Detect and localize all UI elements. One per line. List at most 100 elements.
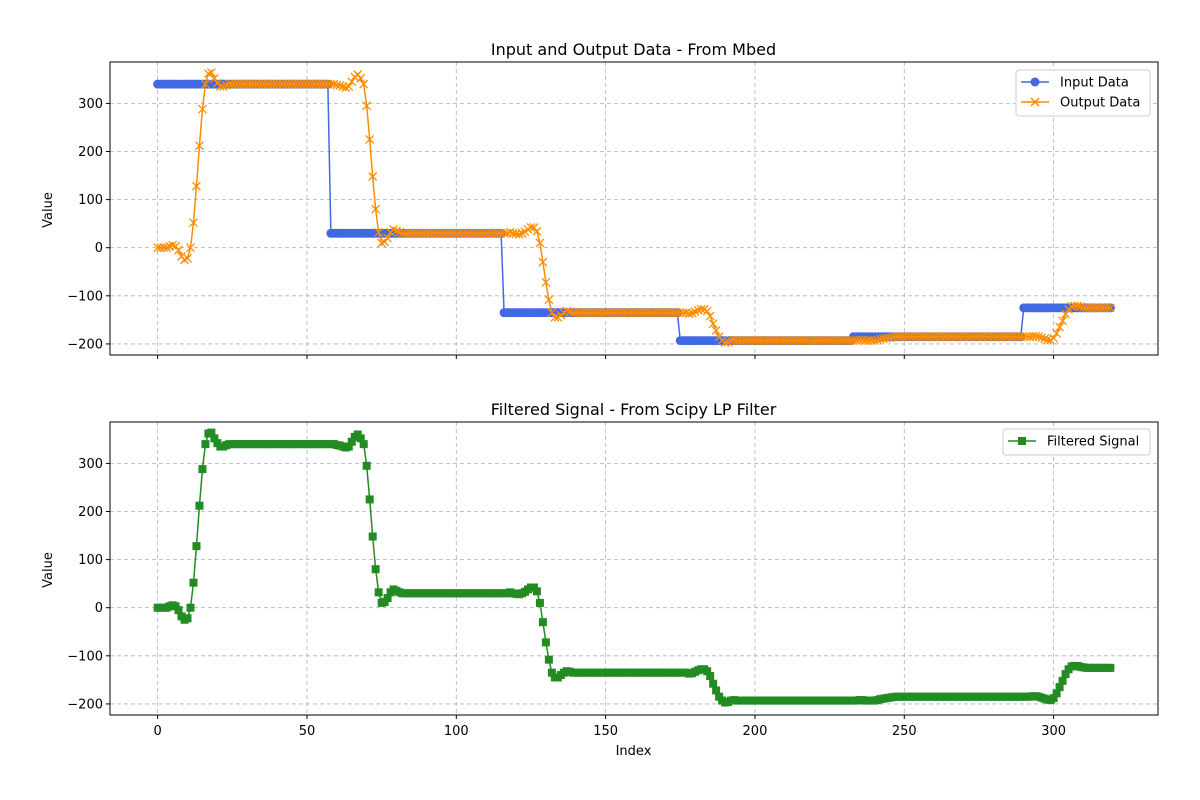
output-data-markers (153, 68, 1115, 347)
output-data-point (365, 135, 375, 144)
output-data-point (532, 226, 542, 236)
filtered-signal-point (541, 638, 550, 647)
output-data-point (168, 240, 178, 250)
output-data-point (174, 245, 184, 255)
y-tick-label: 300 (78, 97, 103, 112)
legend-frame (1015, 69, 1151, 117)
filtered-signal-point (535, 598, 544, 607)
y-tick-label: 300 (78, 457, 103, 472)
axes-frame (109, 61, 1159, 356)
y-tick-label: 200 (78, 145, 103, 160)
filtered-signal-point (198, 465, 207, 474)
legend-label-output: Output Data (1060, 96, 1140, 111)
output-data-point (696, 304, 706, 314)
output-data-point (1034, 332, 1044, 342)
filtered-signal-point (368, 532, 377, 541)
output-data-point (209, 73, 219, 83)
output-data-point (544, 295, 554, 305)
output-data-point (335, 81, 345, 91)
filtered-signal-point (195, 501, 204, 510)
output-data-point (383, 233, 393, 243)
output-data-point (1037, 333, 1047, 343)
output-data-point (1055, 322, 1065, 332)
x-axis-label: Index (616, 744, 652, 759)
legend-marker-output (1030, 97, 1040, 107)
output-data-point (526, 223, 536, 232)
output-data-point (1102, 303, 1112, 313)
chart-title: Input and Output Data - From Mbed (491, 40, 776, 59)
filtered-signal-point (183, 614, 192, 623)
x-tick-label: 50 (299, 724, 316, 739)
output-data-point (708, 319, 718, 329)
output-data-point (1058, 316, 1068, 326)
filtered-signal-point (1049, 694, 1058, 703)
output-data-point (180, 255, 189, 265)
x-tick-label: 200 (743, 724, 768, 739)
output-data-point (702, 306, 712, 316)
filtered-signal-point (365, 495, 374, 504)
filtered-signal-point (547, 668, 556, 677)
x-tick-label: 100 (444, 724, 469, 739)
filtered-signal-point (1106, 663, 1115, 672)
output-data-point (547, 308, 557, 318)
output-data-point (356, 73, 366, 83)
y-tick-label: 100 (78, 553, 103, 568)
filtered-signal-point (174, 606, 183, 615)
filtered-signal-point (371, 565, 380, 574)
filtered-signal-point (189, 578, 198, 587)
filtered-signal-point (532, 587, 541, 596)
y-tick-label: −100 (67, 649, 103, 664)
filtered-signal-point (192, 542, 201, 551)
output-data-point (1052, 328, 1062, 338)
legend-label-filtered: Filtered Signal (1047, 435, 1139, 450)
filtered-signal-point (186, 603, 195, 612)
axes-frame (109, 421, 1159, 716)
output-data-point (197, 104, 207, 114)
filtered-signal-point (359, 440, 368, 449)
filtered-signal-panel: Filtered Signal - From Scipy LP Filter V… (41, 400, 1159, 759)
filtered-signal-point (706, 672, 715, 681)
output-data-point (1061, 309, 1071, 319)
filtered-signal-point (383, 594, 392, 603)
filtered-signal-point (1052, 689, 1061, 698)
y-axis-label: Value (41, 192, 56, 228)
filtered-signal-point (362, 461, 371, 470)
output-data-point (362, 101, 372, 111)
output-data-point (368, 172, 378, 181)
output-data-point (194, 141, 204, 151)
output-data-point (535, 238, 545, 248)
output-data-point (203, 69, 213, 79)
x-tick-label: 250 (892, 724, 917, 739)
input-output-panel: Input and Output Data - From Mbed Value … (41, 40, 1159, 359)
filtered-signal-point (544, 655, 553, 664)
output-data-point (374, 227, 384, 237)
filtered-signal-point (1055, 683, 1064, 692)
output-data-point (192, 181, 201, 191)
x-tick-label: 300 (1041, 724, 1066, 739)
filtered-signal-point (356, 434, 365, 443)
output-data-point (186, 243, 195, 253)
legend-frame (1002, 428, 1151, 456)
filtered-signal-point (201, 440, 210, 449)
output-data-point (1049, 333, 1059, 343)
plot-area (153, 428, 1115, 707)
y-tick-label: −200 (67, 337, 103, 352)
filtered-signal-point (709, 679, 718, 688)
output-data-point (344, 82, 354, 91)
x-tick-label: 0 (153, 724, 161, 739)
output-data-point (514, 229, 524, 239)
y-tick-label: −200 (67, 697, 103, 712)
filtered-signal-point (712, 686, 721, 695)
plot-area (153, 68, 1115, 347)
output-data-point (206, 68, 216, 78)
output-data-point (541, 277, 551, 287)
output-data-point (684, 309, 694, 319)
output-data-point (347, 77, 357, 87)
output-data-point (550, 313, 560, 322)
axis-ticks: −200 −100 0 100 200 300 (67, 97, 1055, 359)
y-tick-label: 0 (95, 241, 103, 256)
output-data-point (705, 311, 715, 321)
filtered-signal-point (1058, 676, 1067, 685)
output-data-point (720, 338, 730, 347)
output-data-point (189, 218, 198, 228)
